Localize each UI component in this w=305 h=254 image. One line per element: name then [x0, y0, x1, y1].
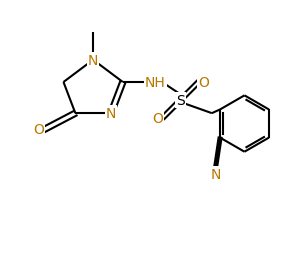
Text: N: N — [210, 167, 221, 181]
Text: O: O — [198, 76, 209, 90]
Text: O: O — [152, 111, 163, 125]
Text: N: N — [88, 54, 98, 68]
Text: S: S — [176, 93, 185, 107]
Text: O: O — [34, 123, 44, 137]
Text: NH: NH — [145, 76, 166, 90]
Text: N: N — [106, 107, 116, 121]
